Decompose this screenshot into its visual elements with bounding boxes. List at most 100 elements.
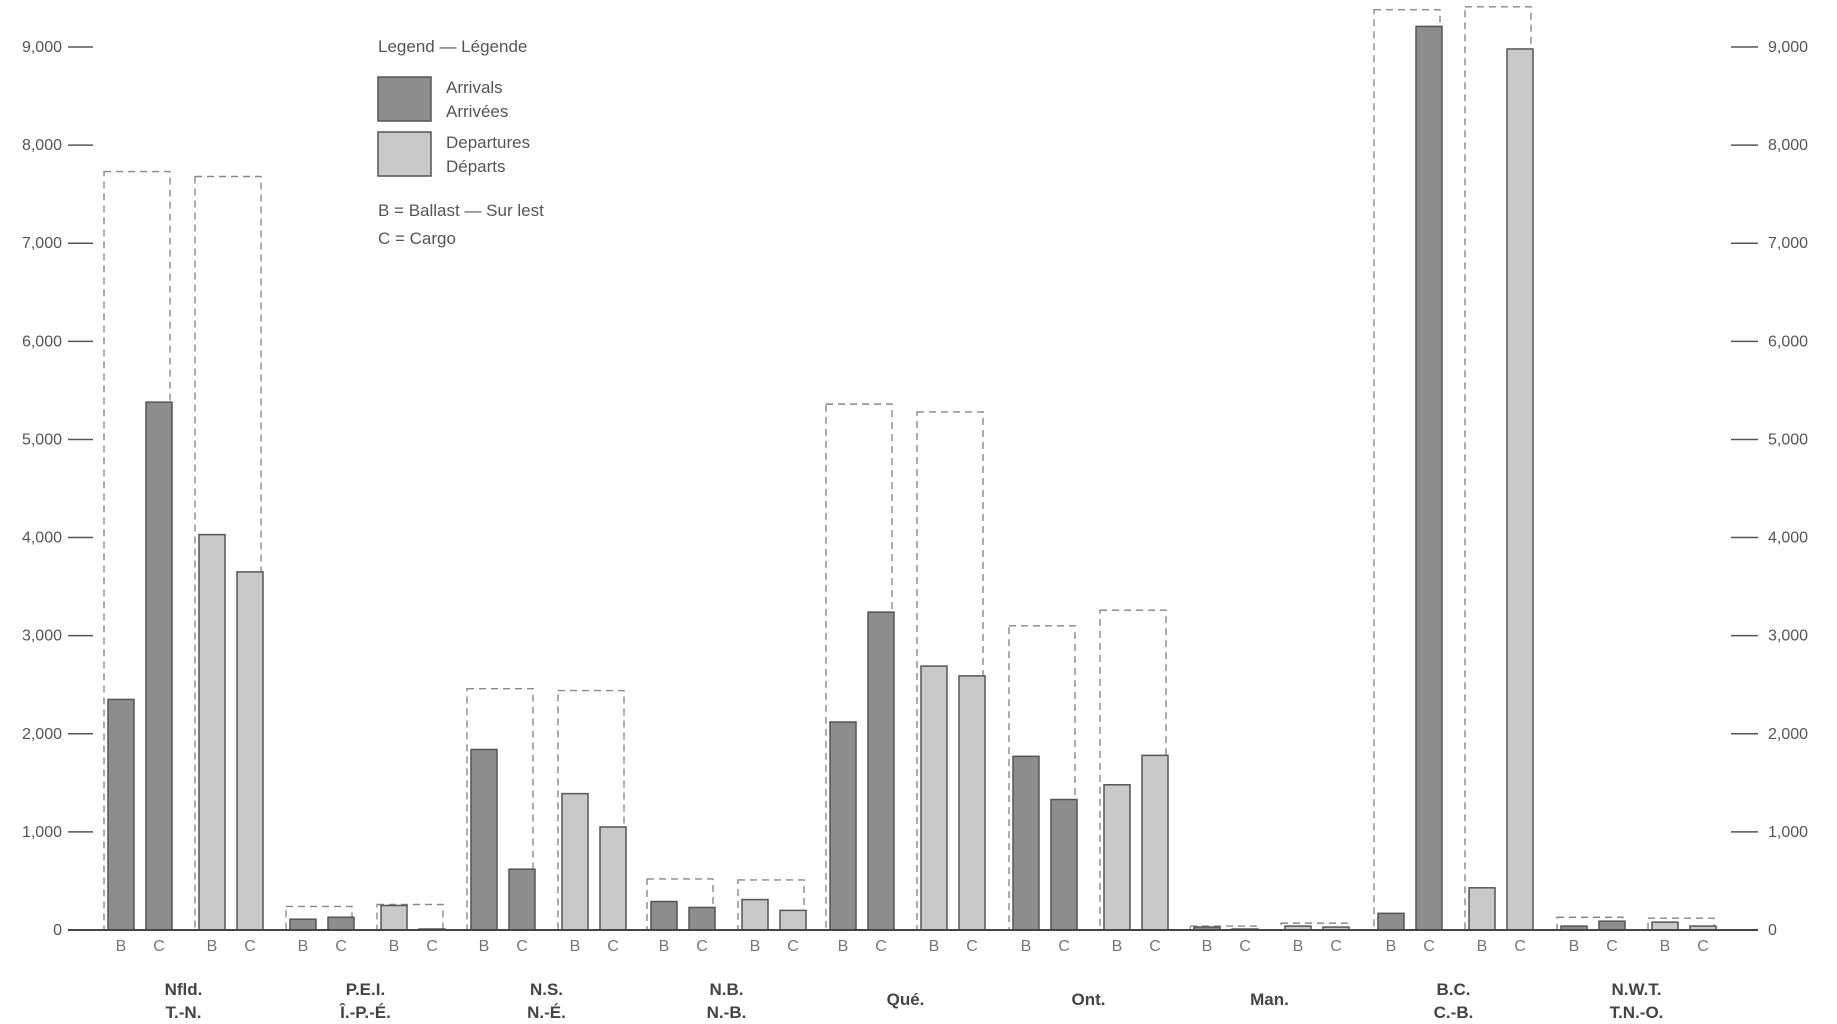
bars-layer bbox=[103, 6, 1717, 931]
left-y-tick-label: 9,000 bbox=[22, 39, 62, 56]
bar-letter-label: C bbox=[1239, 938, 1251, 955]
province-label-fr: T.-N. bbox=[166, 1003, 202, 1022]
province-label: Ont. bbox=[1072, 990, 1106, 1009]
legend: Legend — Légende Arrivals Arrivées Depar… bbox=[377, 37, 544, 248]
right-y-tick-label: 7,000 bbox=[1768, 235, 1808, 252]
bar-letter-label: C bbox=[335, 938, 347, 955]
legend-arrivals-swatch bbox=[377, 76, 432, 122]
bar-letter-label: B bbox=[929, 938, 940, 955]
arrivals-cargo-bar bbox=[1598, 920, 1626, 931]
province-group bbox=[646, 878, 807, 931]
province-label: Qué. bbox=[887, 990, 925, 1009]
left-y-tick-label: 1,000 bbox=[22, 824, 62, 841]
bar-letter-label: C bbox=[607, 938, 619, 955]
bar-letter-label: B bbox=[570, 938, 581, 955]
bar-letter-label: C bbox=[153, 938, 165, 955]
province-group bbox=[1373, 6, 1534, 931]
arrivals-cargo-bar bbox=[688, 906, 716, 931]
bar-letter-label: B bbox=[479, 938, 490, 955]
right-y-tick-label: 6,000 bbox=[1768, 333, 1808, 350]
legend-arrivals-fr: Arrivées bbox=[446, 102, 508, 121]
bar-letter-label: B bbox=[1112, 938, 1123, 955]
bar-letter-label: B bbox=[838, 938, 849, 955]
legend-departures-fr: Départs bbox=[446, 157, 506, 176]
arrivals-ballast-bar bbox=[829, 721, 857, 931]
right-y-tick-label: 0 bbox=[1768, 922, 1777, 939]
departures-ballast-bar bbox=[561, 792, 589, 931]
province-group bbox=[1008, 609, 1169, 931]
legend-departures-en: Departures bbox=[446, 133, 530, 152]
left-y-tick-label: 4,000 bbox=[22, 530, 62, 547]
legend-title: Legend — Légende bbox=[378, 37, 527, 56]
arrivals-cargo-bar bbox=[867, 611, 895, 931]
province-label-en: B.C. bbox=[1437, 980, 1471, 999]
departures-ballast-bar bbox=[1651, 921, 1679, 931]
arrivals-ballast-bar bbox=[1012, 755, 1040, 931]
province-group bbox=[1189, 922, 1350, 931]
legend-departures-swatch bbox=[377, 131, 432, 177]
departures-ballast-bar bbox=[741, 898, 769, 931]
province-group bbox=[825, 403, 986, 931]
departures-ballast-bar bbox=[380, 904, 408, 931]
bar-letter-label: B bbox=[389, 938, 400, 955]
province-label-fr: C.-B. bbox=[1434, 1003, 1474, 1022]
arrivals-cargo-bar bbox=[508, 868, 536, 931]
bar-letter-label: B bbox=[116, 938, 127, 955]
arrivals-total-outline bbox=[1008, 625, 1076, 931]
arrivals-ballast-bar bbox=[470, 748, 498, 931]
right-y-tick-label: 1,000 bbox=[1768, 824, 1808, 841]
bar-letter-label: B bbox=[207, 938, 218, 955]
left-y-tick-label: 7,000 bbox=[22, 235, 62, 252]
province-group bbox=[466, 687, 627, 931]
province-label-en: N.B. bbox=[710, 980, 744, 999]
bar-letter-label: C bbox=[696, 938, 708, 955]
right-y-axis: 0 1,000 2,000 3,000 4,000 5,000 6,000 7,000 8,00… bbox=[1731, 39, 1808, 939]
right-y-tick-label: 4,000 bbox=[1768, 530, 1808, 547]
province-group bbox=[1556, 916, 1717, 931]
province-label-fr: T.N.-O. bbox=[1610, 1003, 1664, 1022]
departures-ballast-bar bbox=[1468, 887, 1496, 931]
province-label-en: P.E.I. bbox=[346, 980, 385, 999]
bar-letter-label: B bbox=[1477, 938, 1488, 955]
bar-letter-label: B bbox=[1293, 938, 1304, 955]
bar-letter-label: B bbox=[298, 938, 309, 955]
departures-cargo-bar bbox=[236, 571, 264, 931]
legend-cargo-note: C = Cargo bbox=[378, 229, 456, 248]
arrivals-cargo-bar bbox=[145, 401, 173, 931]
bar-letter-label: C bbox=[516, 938, 528, 955]
bar-letter-label: B bbox=[1386, 938, 1397, 955]
right-y-tick-label: 3,000 bbox=[1768, 628, 1808, 645]
bar-letter-label: B bbox=[750, 938, 761, 955]
departures-cargo-bar bbox=[958, 675, 986, 931]
province-label-fr: N.-É. bbox=[527, 1003, 566, 1022]
bar-letter-label: B bbox=[1202, 938, 1213, 955]
arrivals-total-outline bbox=[1373, 9, 1441, 931]
x-axis-labels: B C B C Nfld. T.-N. B C B C P.E.I. Î.-P.-É. B C B C N.S.… bbox=[116, 938, 1709, 1022]
arrivals-cargo-bar bbox=[1050, 798, 1078, 931]
left-y-tick-label: 0 bbox=[53, 922, 62, 939]
province-group bbox=[103, 170, 264, 931]
arrivals-ballast-bar bbox=[650, 900, 678, 931]
bar-letter-label: B bbox=[1660, 938, 1671, 955]
bar-letter-label: C bbox=[966, 938, 978, 955]
left-y-tick-label: 2,000 bbox=[22, 726, 62, 743]
departures-ballast-bar bbox=[920, 665, 948, 931]
arrivals-cargo-bar bbox=[327, 916, 355, 931]
province-label: Man. bbox=[1250, 990, 1289, 1009]
departures-ballast-bar bbox=[198, 533, 226, 931]
province-group bbox=[285, 903, 446, 931]
province-label-en: N.W.T. bbox=[1611, 980, 1661, 999]
bar-letter-label: B bbox=[1569, 938, 1580, 955]
bar-letter-label: C bbox=[1514, 938, 1526, 955]
bar-letter-label: C bbox=[244, 938, 256, 955]
arrivals-ballast-bar bbox=[1377, 912, 1405, 931]
bar-letter-label: C bbox=[1606, 938, 1618, 955]
province-label-fr: Î.-P.-É. bbox=[339, 1003, 391, 1022]
bar-letter-label: C bbox=[1423, 938, 1435, 955]
bar-letter-label: C bbox=[1058, 938, 1070, 955]
departures-ballast-bar bbox=[1103, 784, 1131, 931]
bar-letter-label: B bbox=[1021, 938, 1032, 955]
arrivals-ballast-bar bbox=[107, 698, 135, 931]
right-y-tick-label: 8,000 bbox=[1768, 137, 1808, 154]
arrivals-ballast-bar bbox=[289, 918, 317, 931]
